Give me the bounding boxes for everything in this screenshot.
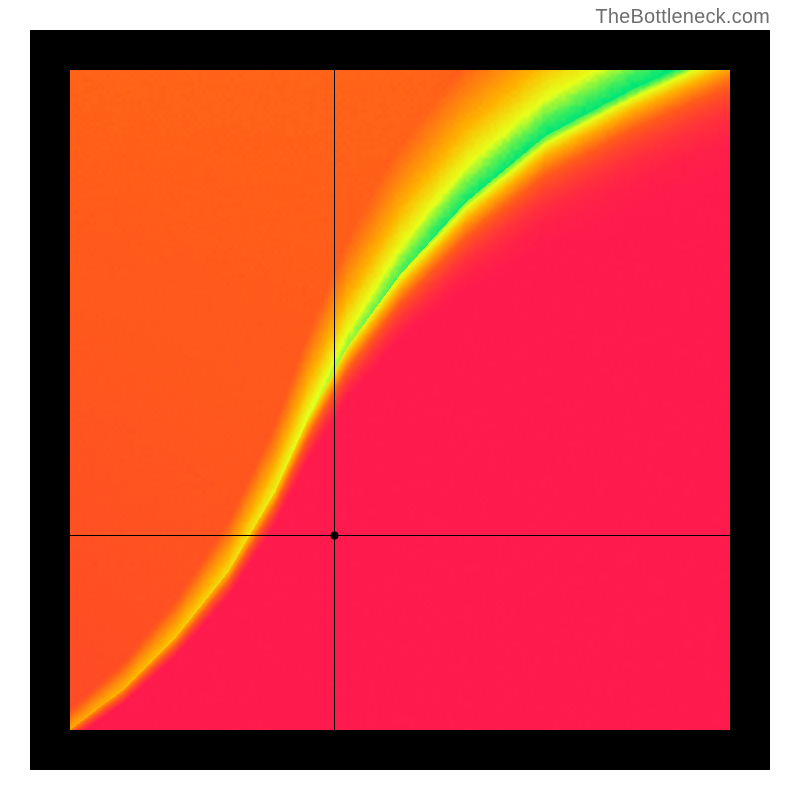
chart-frame <box>30 30 770 770</box>
root: TheBottleneck.com <box>0 0 800 800</box>
heatmap-canvas <box>70 70 730 730</box>
watermark-text: TheBottleneck.com <box>595 6 770 29</box>
heatmap-plot <box>70 70 730 730</box>
